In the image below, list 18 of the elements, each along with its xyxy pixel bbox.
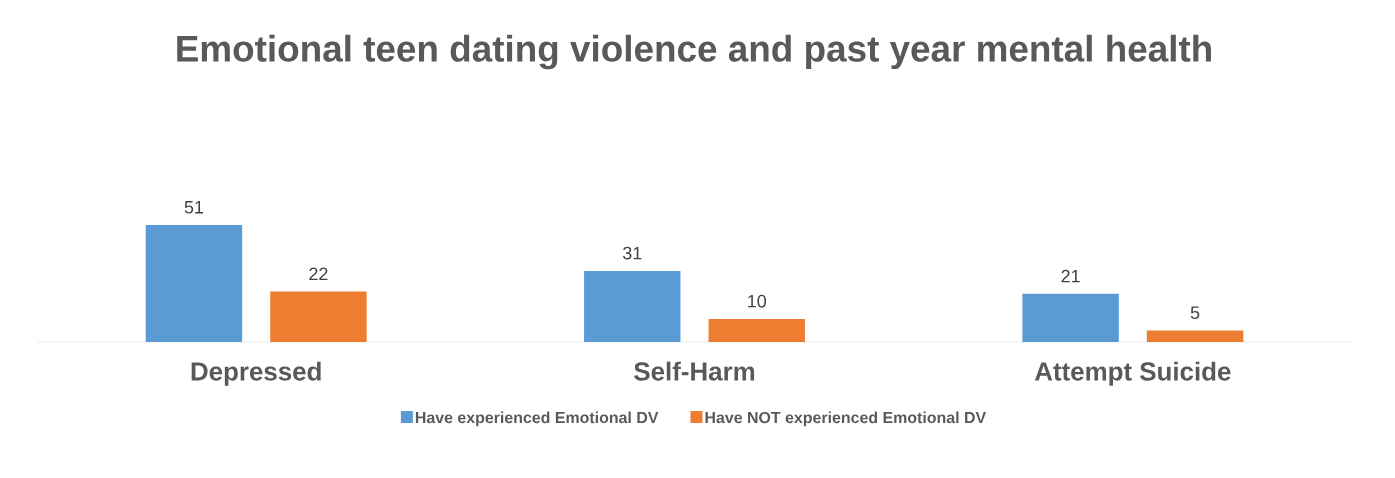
bar	[1022, 293, 1119, 342]
bar	[584, 270, 681, 342]
data-label: 10	[748, 294, 767, 308]
bar	[270, 291, 367, 342]
data-label: 5	[1190, 306, 1200, 319]
data-label: 31	[622, 246, 642, 260]
legend-label: Have NOT experienced Emotional DV	[705, 411, 987, 427]
legend-label: Have experienced Emotional DV	[415, 411, 659, 427]
x-tick-label: Self-Harm	[634, 361, 755, 381]
data-label: 22	[309, 267, 328, 281]
chart-title: Emotional teen dating violence and past year mental health	[177, 34, 1211, 70]
bar	[708, 319, 805, 342]
x-tick-label: Attempt Suicide	[1034, 361, 1231, 386]
data-label: 21	[1061, 269, 1080, 283]
bar	[1146, 330, 1244, 342]
data-label: 51	[184, 201, 204, 214]
x-tick-label: Depressed	[191, 361, 321, 386]
bar	[145, 225, 243, 342]
